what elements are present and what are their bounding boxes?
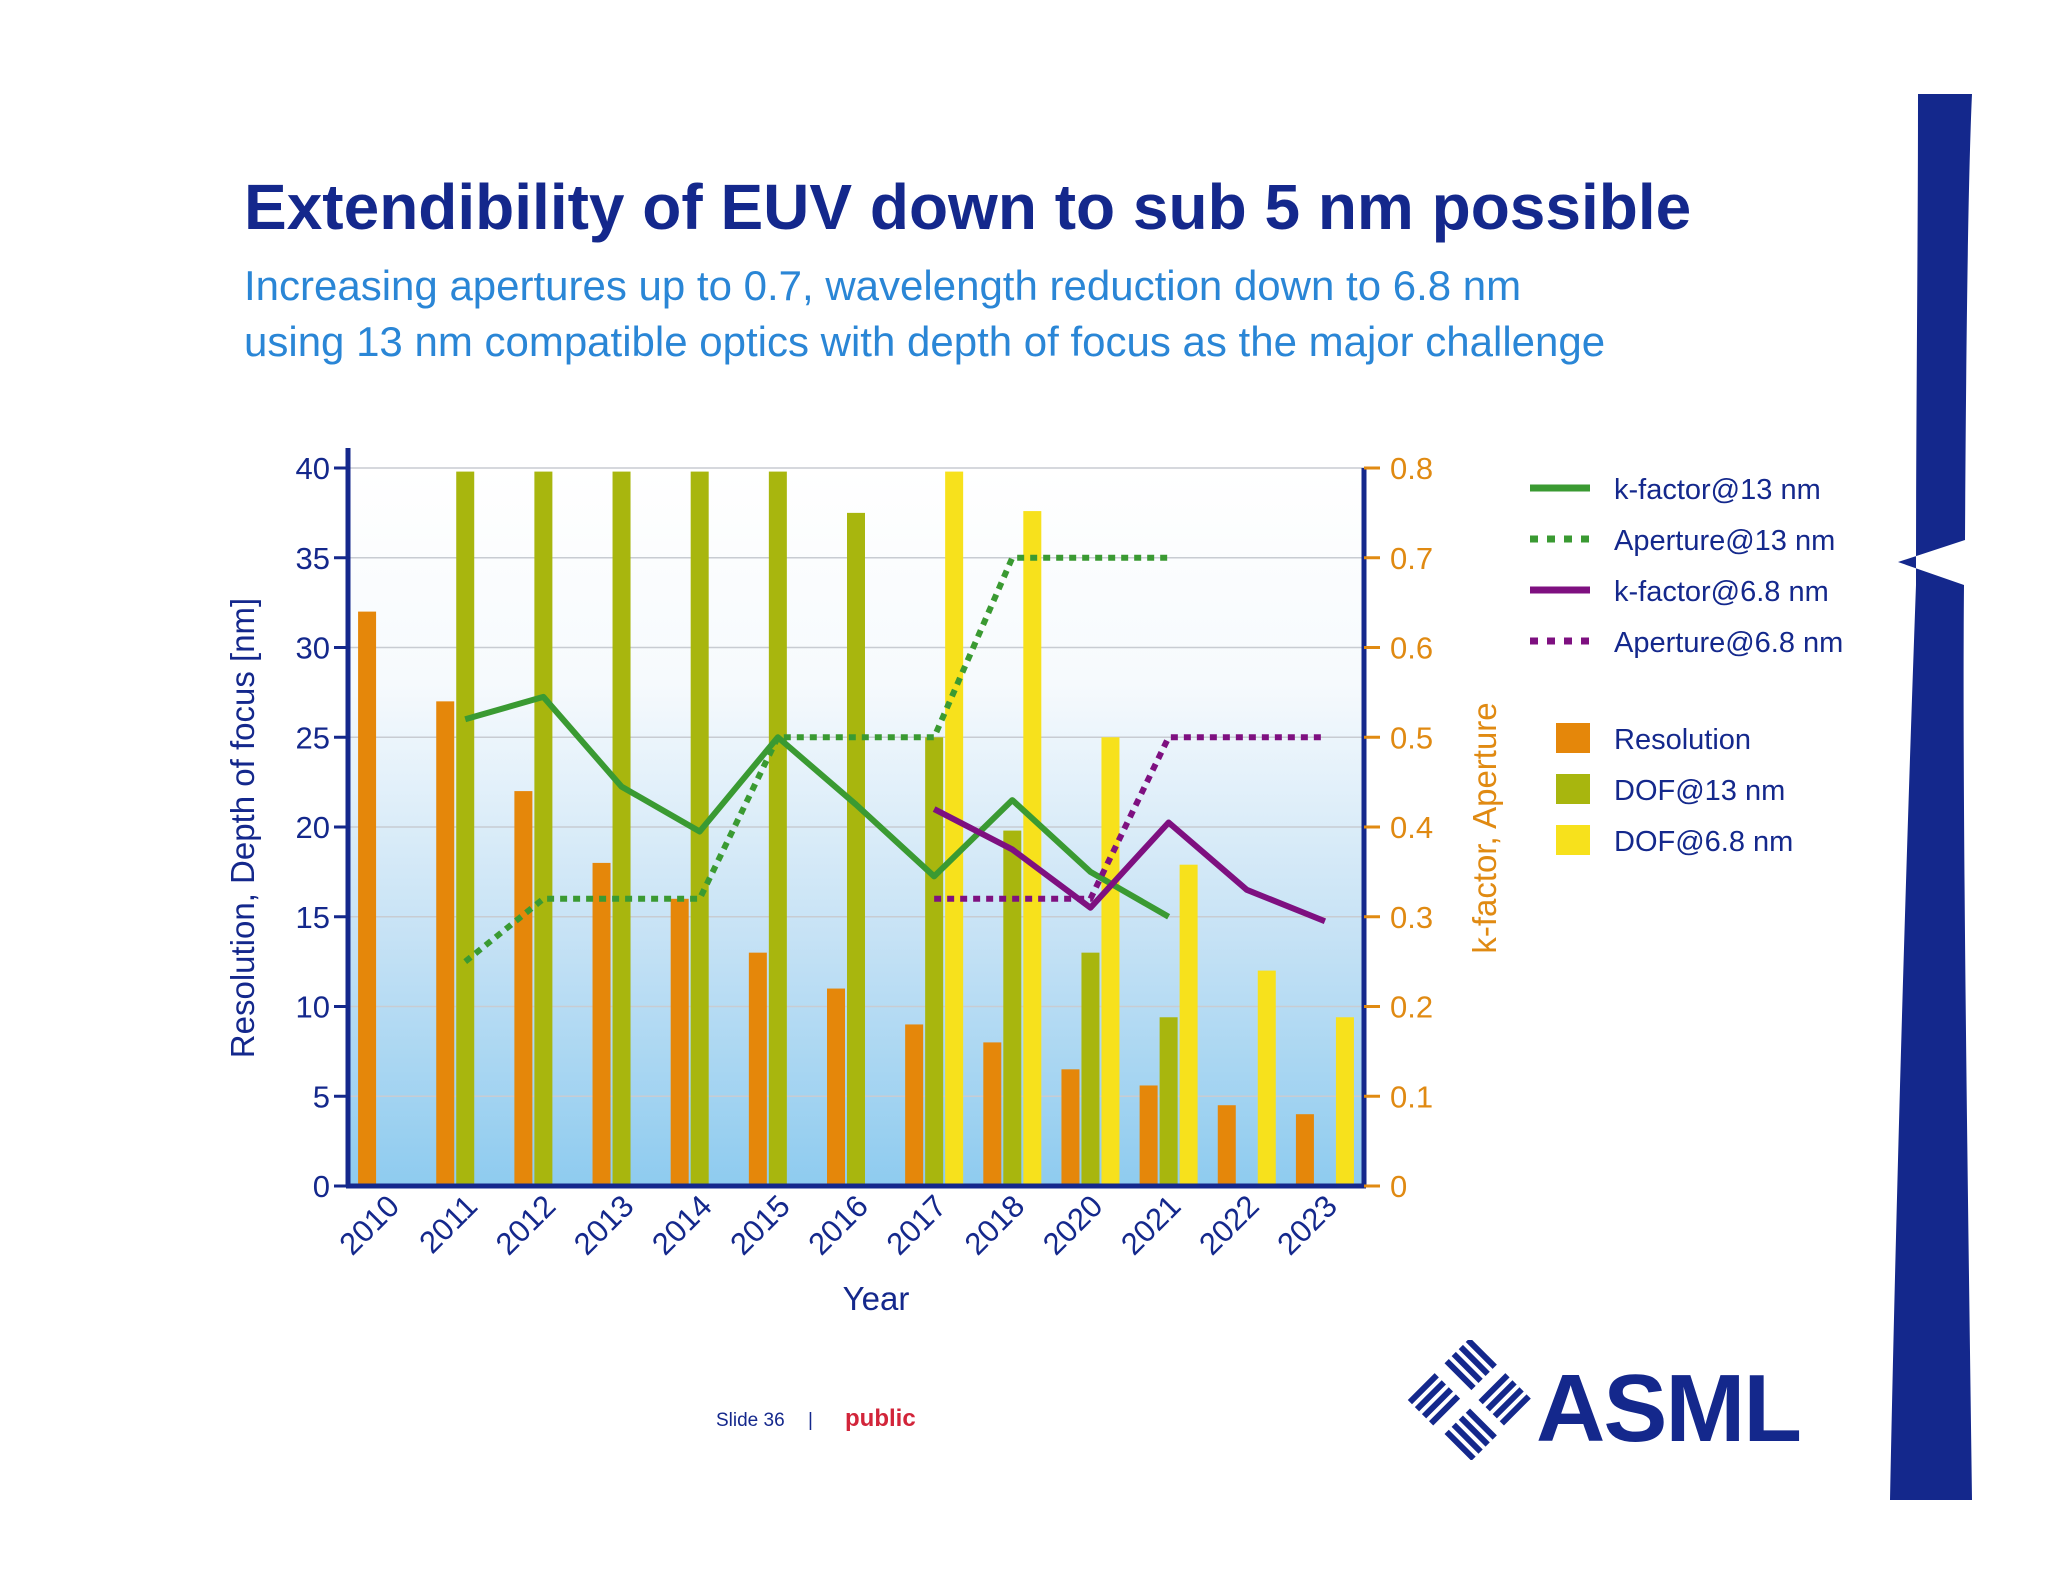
y-left-tick-label: 5 (313, 1079, 330, 1114)
bar (1179, 864, 1198, 1186)
classification-label: public (845, 1405, 916, 1432)
x-tick-label: 2013 (567, 1188, 641, 1262)
x-axis-label: Year (843, 1280, 910, 1317)
x-tick-label: 2012 (489, 1188, 563, 1262)
legend-entry-label: DOF@6.8 nm (1614, 826, 1793, 858)
bar (768, 471, 787, 1187)
legend-entry-label: Aperture@13 nm (1614, 525, 1835, 557)
bar (748, 952, 767, 1186)
y-right-tick-label: 0.5 (1390, 720, 1433, 755)
bar (827, 988, 845, 1186)
bar (358, 611, 377, 1186)
y-right-tick-label: 0 (1390, 1169, 1407, 1204)
x-tick-label: 2017 (880, 1188, 954, 1262)
bar (1295, 1114, 1314, 1186)
asml-logo-icon (1407, 1340, 1531, 1460)
y-left-tick-label: 30 (296, 631, 330, 666)
subtitle-line-2: using 13 nm compatible optics with depth… (244, 318, 1606, 365)
bar (514, 791, 533, 1186)
legend-entry-label: k-factor@6.8 nm (1614, 576, 1829, 608)
x-tick-label: 2020 (1036, 1188, 1110, 1262)
slide-title: Extendibility of EUV down to sub 5 nm po… (244, 171, 1692, 243)
bar (1159, 1017, 1178, 1186)
legend-entry-label: Resolution (1614, 724, 1751, 756)
y-left-tick-label: 15 (296, 900, 330, 935)
x-tick-label: 2022 (1192, 1188, 1266, 1262)
y-left-tick-label: 25 (296, 720, 330, 755)
legend-entry-label: DOF@13 nm (1614, 775, 1785, 807)
y-right-tick-label: 0.8 (1390, 451, 1433, 486)
bar (1101, 737, 1120, 1186)
right-accent-bar (1890, 94, 1972, 1500)
x-tick-label: 2011 (412, 1188, 484, 1260)
y-right-tick-label: 0.1 (1390, 1079, 1433, 1114)
bar (456, 471, 475, 1187)
footer-separator: | (808, 1410, 813, 1431)
x-tick-label: 2010 (333, 1188, 407, 1262)
bar (1061, 1069, 1080, 1186)
legend-swatch-box (1556, 825, 1590, 855)
y-right-tick-label: 0.6 (1390, 631, 1433, 666)
legend-entry-label: k-factor@13 nm (1614, 474, 1821, 506)
bar (1217, 1105, 1236, 1186)
y-left-tick-label: 0 (313, 1169, 330, 1204)
bar (1081, 952, 1100, 1186)
bar (1139, 1085, 1158, 1186)
bar (1003, 830, 1022, 1186)
y-right-tick-label: 0.4 (1390, 810, 1433, 845)
legend-swatch-box (1556, 723, 1590, 753)
legend-entry-label: Aperture@6.8 nm (1614, 627, 1843, 659)
y-right-tick-label: 0.7 (1390, 541, 1433, 576)
bar (1335, 1017, 1354, 1186)
bar (925, 737, 944, 1186)
bar (670, 898, 689, 1186)
series-line (932, 806, 1327, 925)
bar (905, 1024, 924, 1186)
bar (1257, 970, 1276, 1186)
asml-logo-text: ASML (1536, 1355, 1802, 1462)
bar (983, 1042, 1002, 1186)
bar (847, 512, 865, 1186)
y-right-tick-label: 0.3 (1390, 900, 1433, 935)
series-line (464, 693, 1171, 920)
x-tick-label: 2016 (801, 1188, 875, 1262)
x-tick-label: 2014 (645, 1188, 719, 1262)
y-right-tick-label: 0.2 (1390, 990, 1433, 1025)
legend: k-factor@13 nm Aperture@13 nm k-factor@6.8… (1530, 474, 1843, 858)
bar (534, 471, 553, 1187)
bar (436, 701, 455, 1186)
x-tick-label: 2021 (1114, 1188, 1188, 1262)
x-tick-label: 2015 (723, 1188, 797, 1262)
bar (945, 471, 964, 1187)
slide-number: Slide 36 (716, 1410, 785, 1431)
bar (612, 471, 631, 1187)
bar (592, 862, 611, 1186)
slide-subtitle: Increasing apertures up to 0.7, waveleng… (244, 258, 1605, 370)
x-tick-label: 2018 (958, 1188, 1032, 1262)
y-left-tick-label: 40 (296, 451, 330, 486)
y-axis-left-label: Resolution, Depth of focus [nm] (224, 598, 261, 1058)
legend-swatch-box (1556, 774, 1590, 804)
y-left-tick-label: 10 (296, 990, 330, 1025)
series-line (934, 734, 1325, 902)
bar (1023, 511, 1042, 1187)
y-left-tick-label: 20 (296, 810, 330, 845)
x-tick-label: 2023 (1270, 1188, 1344, 1262)
y-left-tick-label: 35 (296, 541, 330, 576)
subtitle-line-1: Increasing apertures up to 0.7, waveleng… (244, 262, 1522, 309)
y-axis-right-label: k-factor, Aperture (1466, 702, 1503, 953)
